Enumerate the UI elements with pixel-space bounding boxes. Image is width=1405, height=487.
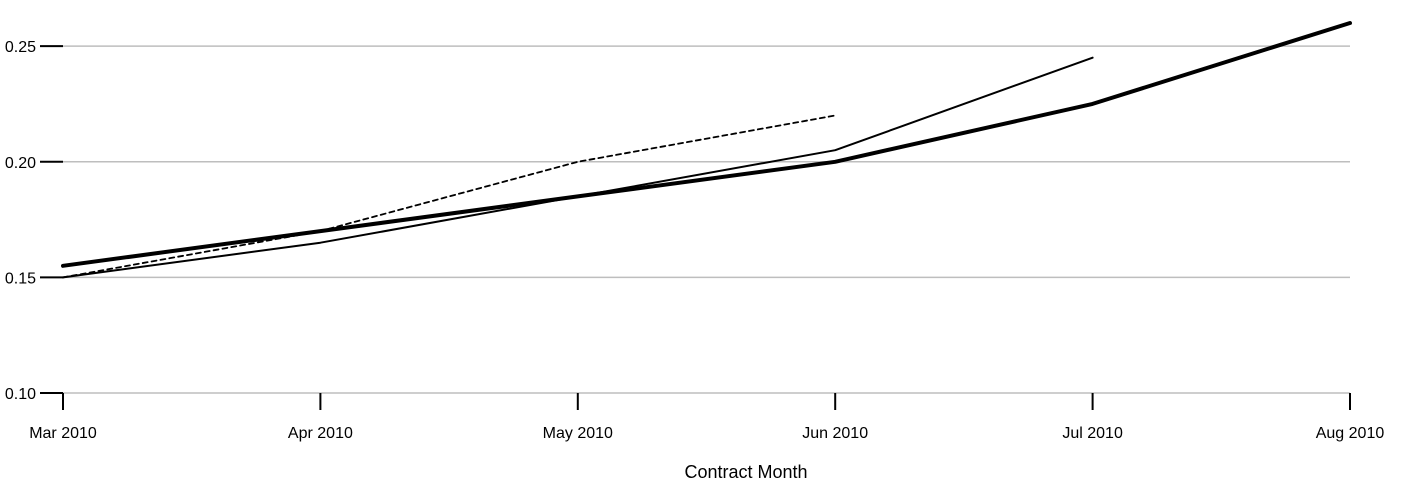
x-axis-title: Contract Month (684, 462, 807, 482)
y-tick-label: 0.10 (5, 386, 36, 403)
x-tick-label: Jul 2010 (1062, 425, 1123, 442)
series-line-dashed (62, 114, 837, 279)
y-tick-label: 0.20 (5, 155, 36, 172)
x-tick-label: May 2010 (543, 425, 613, 442)
x-tick-label: Mar 2010 (29, 425, 97, 442)
axes (40, 45, 1351, 410)
y-tick-label: 0.25 (5, 39, 36, 56)
axis-labels: 0.10 0.15 0.20 0.25 Mar 2010 Apr 2010 May 2010… (5, 39, 1384, 442)
series-line-thick (61, 21, 1352, 268)
series-lines (61, 21, 1352, 279)
y-tick-label: 0.15 (5, 270, 36, 287)
gridlines (63, 45, 1350, 394)
x-tick-label: Apr 2010 (288, 425, 353, 442)
x-tick-label: Aug 2010 (1316, 425, 1385, 442)
x-tick-label: Jun 2010 (802, 425, 868, 442)
